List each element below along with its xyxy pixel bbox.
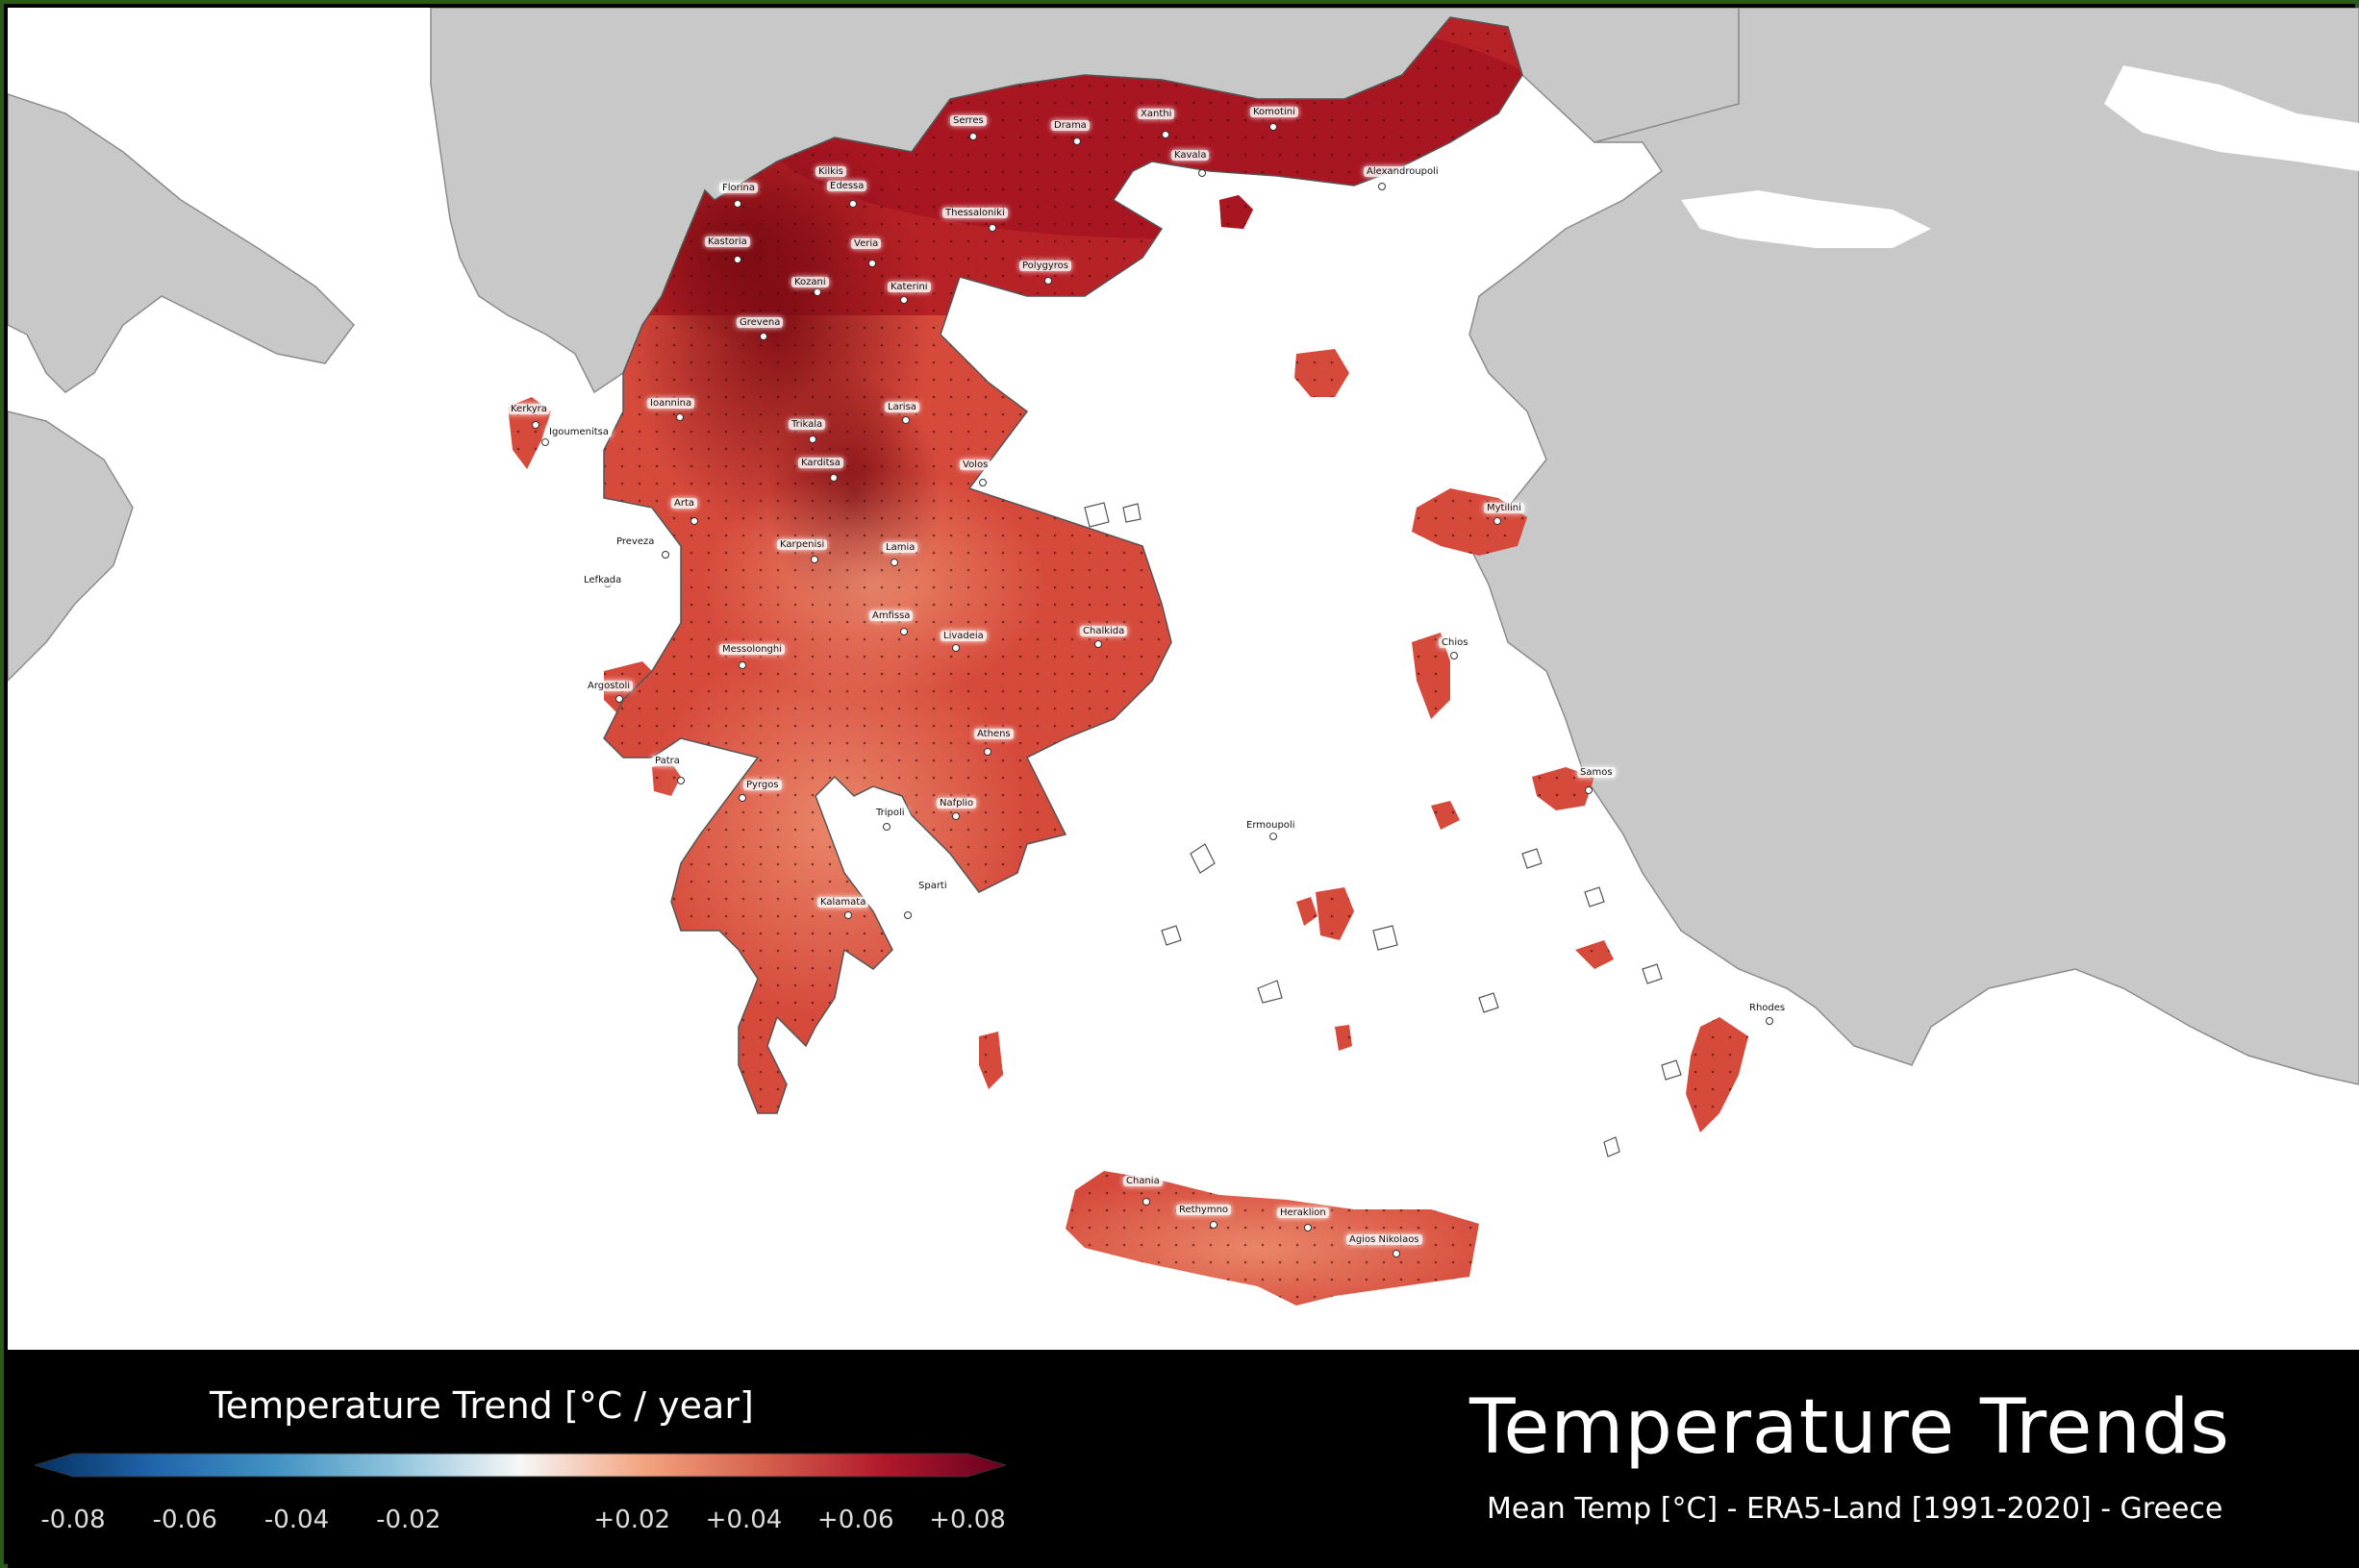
- colorbar-tick-label: +0.06: [816, 1506, 894, 1534]
- colorbar: [35, 1453, 1006, 1478]
- city-label: Veria: [851, 238, 882, 249]
- city-label: Kalamata: [817, 897, 869, 908]
- map-area[interactable]: Serres Drama Xanthi Komotini Kilkis Kava…: [8, 8, 2359, 1350]
- city-label: Lefkada: [581, 575, 625, 585]
- neighbor-land: [8, 8, 2359, 1085]
- city-label: Karditsa: [798, 458, 843, 468]
- city-label: Patra: [652, 756, 683, 766]
- city-label: Athens: [974, 729, 1014, 739]
- colorbar-tick-label: +0.02: [593, 1506, 671, 1534]
- city-label: Kavala: [1171, 150, 1210, 161]
- map-subtitle: Mean Temp [°C] - ERA5-Land [1991-2020] -…: [1487, 1492, 2223, 1526]
- city-label: Chios: [1439, 637, 1471, 648]
- city-label: Kerkyra: [508, 404, 550, 414]
- colorbar-tick-label: +0.08: [929, 1506, 1006, 1534]
- city-label: Ioannina: [647, 398, 695, 409]
- city-label: Grevena: [737, 317, 784, 328]
- city-label: Trikala: [789, 419, 826, 430]
- city-label: Igoumenitsa: [546, 427, 613, 437]
- city-label: Samos: [1577, 767, 1616, 778]
- city-label: Heraklion: [1277, 1207, 1329, 1218]
- city-label: Edessa: [827, 181, 867, 191]
- city-label: Florina: [719, 183, 759, 193]
- city-label: Agios Nikolaos: [1346, 1234, 1422, 1245]
- city-label: Kastoria: [705, 236, 750, 247]
- city-label: Karpenisi: [777, 539, 828, 550]
- island-outlines: [1084, 502, 1682, 1157]
- city-label: Thessaloniki: [942, 208, 1008, 218]
- city-label: Polygyros: [1019, 261, 1071, 271]
- city-label: Larisa: [885, 402, 919, 412]
- city-label: Rethymno: [1176, 1205, 1232, 1215]
- city-label: Drama: [1051, 120, 1090, 131]
- map-canvas: [8, 8, 2359, 1306]
- legend-title: Temperature Trend [°C / year]: [210, 1384, 754, 1427]
- city-label: Preveza: [614, 536, 658, 547]
- city-label: Tripoli: [873, 808, 908, 818]
- city-label: Chania: [1123, 1176, 1163, 1186]
- city-label: Volos: [960, 460, 991, 470]
- city-label: Ermoupoli: [1243, 820, 1298, 831]
- city-label: Katerini: [888, 282, 931, 292]
- city-label: Argostoli: [585, 681, 634, 691]
- city-label: Nafplio: [937, 798, 977, 809]
- city-label: Sparti: [916, 881, 950, 891]
- city-label: Pyrgos: [743, 780, 782, 790]
- city-label: Komotini: [1250, 107, 1298, 117]
- city-label: Amfissa: [869, 610, 914, 621]
- city-label: Arta: [671, 498, 698, 509]
- legend-panel: Temperature Trend [°C / year] -0.08 -0.06…: [8, 1350, 2359, 1568]
- city-label: Chalkida: [1080, 626, 1128, 636]
- city-label: Serres: [950, 115, 987, 126]
- colorbar-tick-label: -0.04: [264, 1506, 330, 1534]
- city-label: Alexandroupoli: [1364, 166, 1442, 177]
- city-label: Kozani: [791, 277, 829, 287]
- colorbar-tick-label: -0.06: [152, 1506, 217, 1534]
- colorbar-tick-label: +0.04: [705, 1506, 783, 1534]
- city-label: Mytilini: [1484, 503, 1524, 513]
- city-label: Lamia: [883, 542, 918, 553]
- colorbar-tick-label: -0.02: [376, 1506, 441, 1534]
- colorbar-tick-label: -0.08: [40, 1506, 106, 1534]
- city-label: Rhodes: [1746, 1003, 1789, 1013]
- city-label: Kilkis: [816, 166, 846, 177]
- city-label: Xanthi: [1138, 109, 1175, 119]
- city-label: Messolonghi: [719, 644, 786, 655]
- city-label: Livadeia: [941, 631, 987, 641]
- map-title: Temperature Trends: [1469, 1384, 2230, 1471]
